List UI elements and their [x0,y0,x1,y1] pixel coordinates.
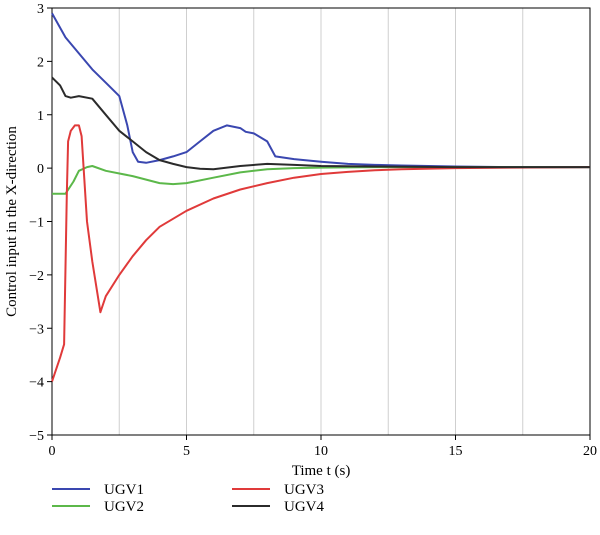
legend: UGV1 UGV3 UGV2 UGV4 [52,482,324,515]
legend-label: UGV1 [104,482,144,498]
legend-label: UGV2 [104,499,144,515]
series-line-ugv1 [51,12,590,169]
legend-label: UGV4 [284,499,324,515]
legend-item-ugv1: UGV1 [52,482,144,498]
y-tick-label: −5 [29,429,44,444]
x-tick-label: 0 [49,444,56,459]
series-line-ugv4 [51,76,590,171]
x-tick-label: 20 [583,444,597,459]
legend-item-ugv4: UGV4 [232,499,324,515]
series-lines [51,12,591,382]
legend-item-ugv3: UGV3 [232,482,324,498]
y-tick-label: −1 [29,216,44,231]
y-tick-label: 0 [37,162,44,177]
x-tick-label: 10 [314,444,328,459]
y-tick-label: 3 [37,2,44,17]
y-tick-label: 2 [37,55,44,70]
x-tick-label: 15 [449,444,463,459]
x-tick-label: 5 [183,444,190,459]
x-axis-title: Time t (s) [292,463,351,479]
axis-ticks: 0 5 10 15 20 −5 −4 −3 −2 −1 0 1 2 3 [29,2,597,459]
y-tick-label: 1 [37,109,44,124]
y-tick-label: −4 [29,376,44,391]
grid-lines [118,8,524,435]
y-tick-label: −3 [29,322,44,337]
series-line-ugv2 [52,165,590,195]
legend-label: UGV3 [284,482,324,498]
y-axis-title: Control input in the X-direction [4,126,20,317]
legend-item-ugv2: UGV2 [52,499,144,515]
series-line-ugv3 [51,124,591,382]
y-tick-label: −2 [29,269,44,284]
